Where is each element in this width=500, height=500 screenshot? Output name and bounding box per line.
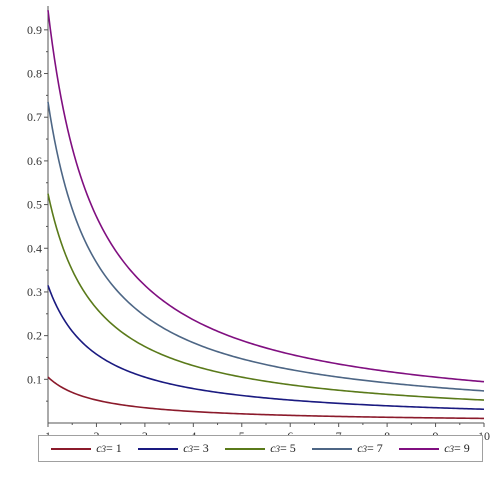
legend-subscript: 3 <box>188 443 194 454</box>
legend-swatch <box>225 447 266 450</box>
legend-subscript: 3 <box>362 443 368 454</box>
y-tick-label: 0.5 <box>27 198 42 212</box>
y-tick-label: 0.1 <box>27 372 42 386</box>
legend-value: = 5 <box>280 441 296 455</box>
legend-symbol: c <box>270 441 276 455</box>
legend-subscript: 3 <box>101 443 107 454</box>
y-tick-label: 0.9 <box>27 23 42 37</box>
legend-symbol: c <box>183 441 189 455</box>
series-line-3 <box>47 193 485 401</box>
legend-symbol: c <box>444 441 450 455</box>
series-line-5 <box>47 10 485 383</box>
legend-subscript: 3 <box>275 443 281 454</box>
legend-value: = 9 <box>454 441 470 455</box>
series-line-4 <box>47 101 485 392</box>
y-tick-label: 0.6 <box>27 154 42 168</box>
series-line-1 <box>47 376 485 420</box>
legend-value: = 7 <box>367 441 383 455</box>
legend-swatch <box>399 447 440 450</box>
y-tick-label: 0.4 <box>27 241 42 255</box>
legend-symbol: c <box>357 441 363 455</box>
legend-value: = 3 <box>193 441 209 455</box>
legend-value: = 1 <box>106 441 122 455</box>
y-tick-label: 0.7 <box>27 110 42 124</box>
series-line-2 <box>47 285 485 411</box>
legend-symbol: c <box>96 441 102 455</box>
y-tick-label: 0.3 <box>27 285 42 299</box>
legend-swatch <box>138 447 179 450</box>
y-tick-label: 0.2 <box>27 329 42 343</box>
y-tick-label: 0.8 <box>27 67 42 81</box>
legend-swatch <box>312 447 353 450</box>
legend-swatch <box>51 447 92 450</box>
legend-subscript: 3 <box>449 443 455 454</box>
